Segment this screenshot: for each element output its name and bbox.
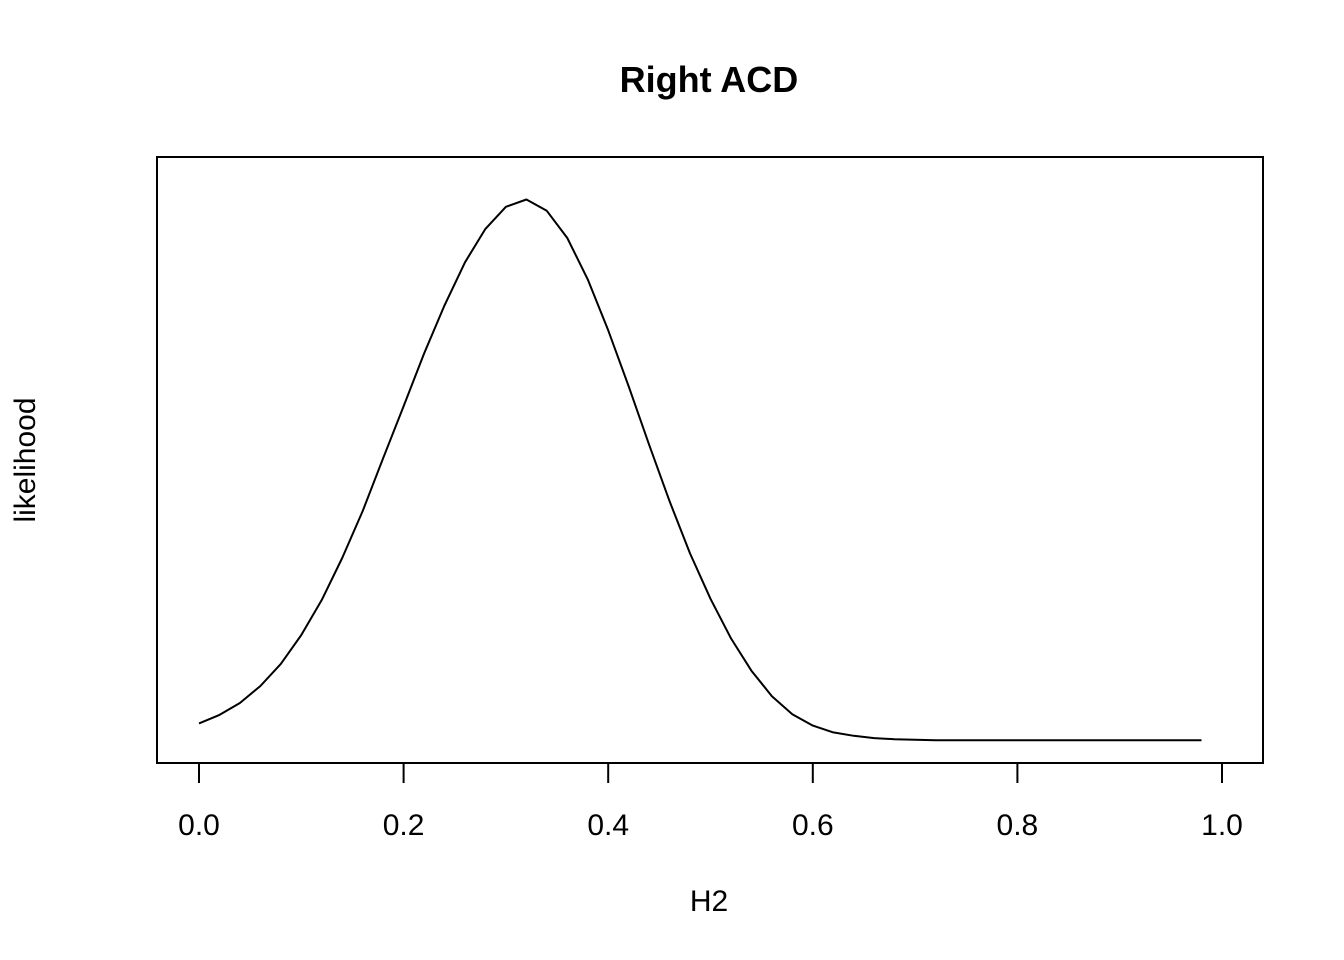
x-axis: 0.0 0.2 0.4 0.6 0.8 1.0 [178, 762, 1243, 842]
x-tick-label: 0.4 [587, 809, 629, 842]
y-axis-label: likelihood [9, 397, 42, 522]
x-axis-label: H2 [690, 885, 728, 918]
series-layer [198, 198, 1202, 742]
x-tick-label: 0.6 [792, 809, 834, 842]
series-line-0 [198, 198, 1202, 742]
x-tick-label: 1.0 [1201, 809, 1243, 842]
x-tick-label: 0.2 [383, 809, 425, 842]
x-ticks: 0.0 0.2 0.4 0.6 0.8 1.0 [178, 763, 1243, 842]
chart-title: Right ACD [620, 59, 799, 100]
x-tick-label: 0.0 [178, 809, 220, 842]
x-tick-label: 0.8 [997, 809, 1039, 842]
